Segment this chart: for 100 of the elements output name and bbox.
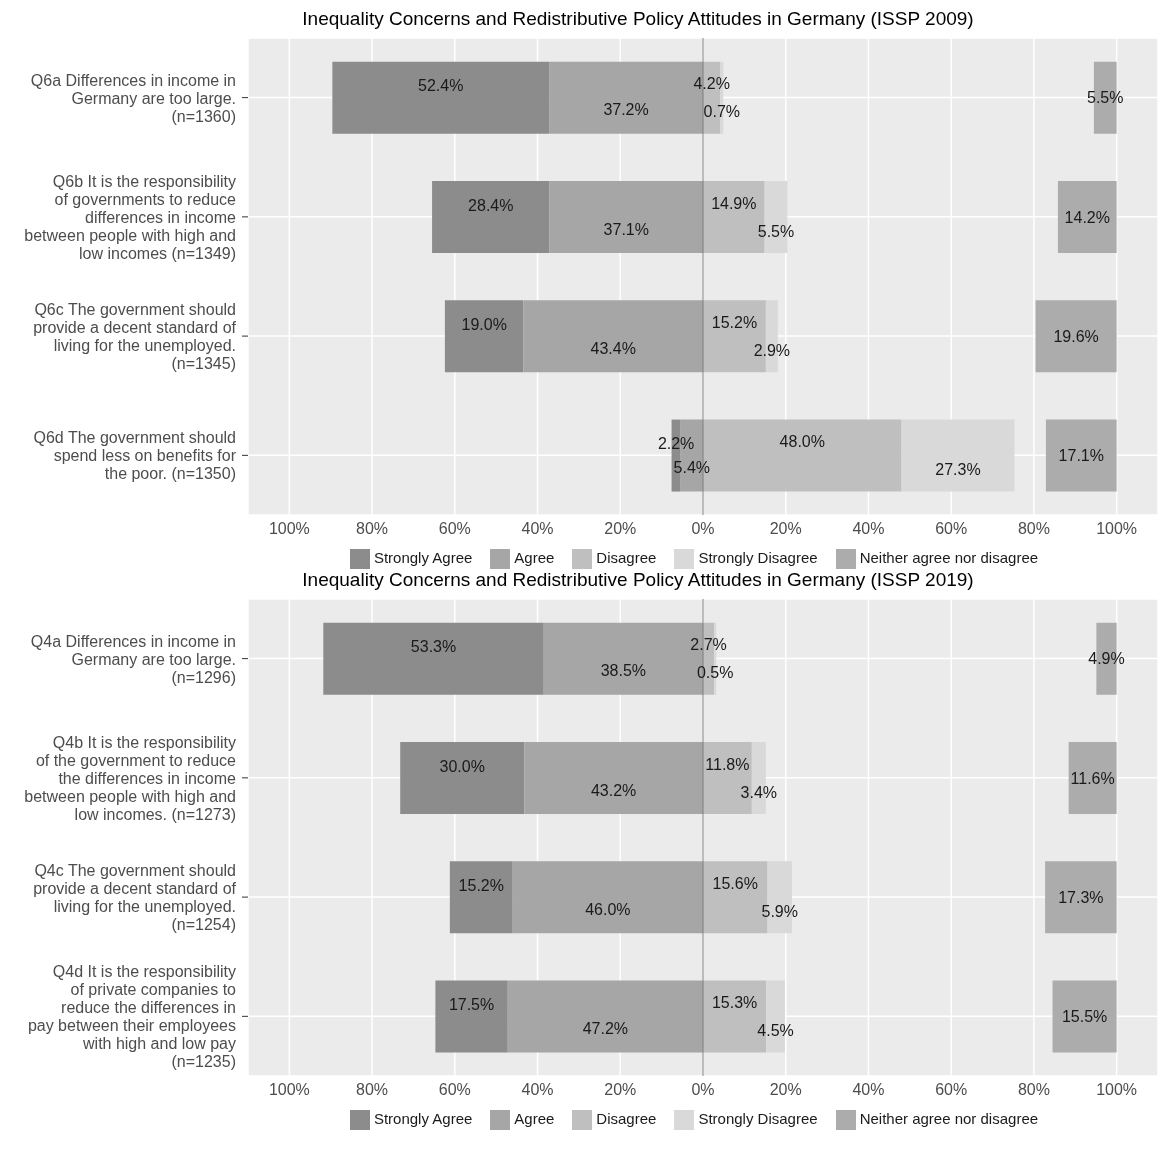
y-tick-label: Q6d The government should spend less on benefits for the poor. (n=1350) <box>33 428 237 482</box>
chart-title: Inequality Concerns and Redistributive Policy Attitudes in Germany (ISSP 2009) <box>301 8 975 31</box>
x-tick-label: 80% <box>1017 1081 1050 1099</box>
bar <box>1045 419 1117 492</box>
data-label: 11.6% <box>1070 769 1115 787</box>
x-tick-label: 20% <box>604 520 637 538</box>
data-label: 15.2% <box>711 313 758 331</box>
data-label: 52.4% <box>418 77 464 95</box>
legend-label: Agree <box>514 548 555 566</box>
x-tick-label: 40% <box>852 520 885 538</box>
x-tick-label: 20% <box>769 1081 802 1099</box>
x-tick-label: 60% <box>935 1081 968 1099</box>
x-tick-label: 20% <box>604 1081 637 1099</box>
x-tick-label: 100% <box>268 1081 310 1099</box>
bar <box>512 861 703 934</box>
legend-label: Strongly Disagree <box>698 1109 818 1127</box>
data-label: 15.3% <box>711 994 758 1012</box>
legend-label: Agree <box>514 1109 555 1127</box>
bar <box>449 861 513 934</box>
data-label: 5.5% <box>757 222 795 240</box>
legend-label: Strongly Agree <box>373 1109 473 1127</box>
x-tick-label: 40% <box>852 1081 885 1099</box>
data-label: 17.3% <box>1058 888 1104 906</box>
data-label: 4.9% <box>1088 650 1125 668</box>
data-label: 14.9% <box>711 194 757 212</box>
data-label: 4.2% <box>693 75 730 93</box>
bar <box>400 742 525 815</box>
data-label: 19.6% <box>1053 327 1099 345</box>
data-label: 19.0% <box>461 315 507 333</box>
data-label: 2.7% <box>690 636 727 654</box>
legend-label: Strongly Agree <box>373 548 473 566</box>
data-label: 5.5% <box>1087 89 1124 107</box>
legend-label: Neither agree nor disagree <box>859 548 1039 566</box>
x-tick-label: 100% <box>1096 520 1138 538</box>
legend-label: Neither agree nor disagree <box>859 1109 1039 1127</box>
x-tick-label: 20% <box>769 520 802 538</box>
x-tick-label: 80% <box>1017 520 1050 538</box>
data-label: 43.2% <box>590 781 637 799</box>
data-label: 15.5% <box>1061 1008 1108 1026</box>
x-tick-label: 80% <box>356 520 389 538</box>
bar <box>1045 861 1117 934</box>
data-label: 0.5% <box>696 664 734 682</box>
data-label: 0.7% <box>703 103 741 121</box>
x-tick-label: 40% <box>521 1081 554 1099</box>
data-label: 27.3% <box>935 461 981 479</box>
data-label: 5.9% <box>761 902 798 920</box>
y-tick-label: Q6a Differences in income in Germany are too large. (n=1360) <box>30 71 236 125</box>
x-tick-label: 40% <box>521 520 554 538</box>
bar <box>444 300 524 373</box>
x-tick-label: 0% <box>691 520 715 538</box>
bar <box>1052 980 1117 1053</box>
bar <box>901 419 1015 492</box>
data-label: 47.2% <box>582 1020 629 1038</box>
data-label: 5.4% <box>673 459 711 477</box>
bar <box>1068 742 1117 815</box>
data-label: 17.5% <box>448 996 495 1014</box>
bar <box>435 980 508 1053</box>
data-label: 43.4% <box>590 339 636 357</box>
data-label: 38.5% <box>600 662 647 680</box>
bar <box>432 181 550 254</box>
x-tick-label: 60% <box>438 1081 471 1099</box>
data-label: 46.0% <box>585 900 631 918</box>
chart-title: Inequality Concerns and Redistributive Policy Attitudes in Germany (ISSP 2019) <box>301 569 975 592</box>
data-label: 2.9% <box>753 341 791 359</box>
data-label: 15.6% <box>712 874 758 892</box>
data-label: 14.2% <box>1064 208 1110 226</box>
data-label: 3.4% <box>740 783 778 801</box>
x-tick-label: 100% <box>1096 1081 1138 1099</box>
x-tick-label: 80% <box>356 1081 389 1099</box>
data-label: 15.2% <box>458 876 504 894</box>
bar <box>507 980 703 1053</box>
data-label: 53.3% <box>410 638 457 656</box>
y-tick-label: Q6b It is the responsibility of governments to reduce differences in income between people with high and low incomes (n=1349) <box>24 172 237 262</box>
x-tick-label: 60% <box>935 520 968 538</box>
legend-label: Strongly Disagree <box>698 548 818 566</box>
y-tick-label: Q6c The government should provide a decent standard of living for the unemployed. (n=1345) <box>33 300 237 372</box>
data-label: 28.4% <box>468 196 514 214</box>
y-tick-label: Q4d It is the responsibility of private companies to reduce the differences in pay between their employees with high and low pay (n=1235) <box>27 962 237 1070</box>
y-tick-label: Q4b It is the responsibility of the government to reduce the differences in income between people with high and low incomes. (n=1273) <box>24 733 237 823</box>
data-label: 11.8% <box>705 755 750 773</box>
data-label: 48.0% <box>779 433 825 451</box>
bar <box>524 742 703 815</box>
bar <box>332 61 550 134</box>
data-label: 37.1% <box>603 220 649 238</box>
data-label: 4.5% <box>757 1022 794 1040</box>
legend-label: Disagree <box>596 548 657 566</box>
bar <box>523 300 703 373</box>
y-tick-label: Q4c The government should provide a decent standard of living for the unemployed. (n=1254) <box>33 861 237 933</box>
data-label: 30.0% <box>439 757 485 775</box>
bar <box>323 622 544 695</box>
x-tick-label: 0% <box>691 1081 715 1099</box>
y-tick-label: Q4a Differences in income in Germany are too large. (n=1296) <box>30 632 236 686</box>
bar <box>1057 181 1117 254</box>
bar <box>1035 300 1117 373</box>
legend-label: Disagree <box>596 1109 657 1127</box>
bar <box>549 181 703 254</box>
data-label: 37.2% <box>603 101 649 119</box>
x-tick-label: 100% <box>268 520 310 538</box>
data-label: 17.1% <box>1058 447 1104 465</box>
data-label: 2.2% <box>657 435 695 453</box>
